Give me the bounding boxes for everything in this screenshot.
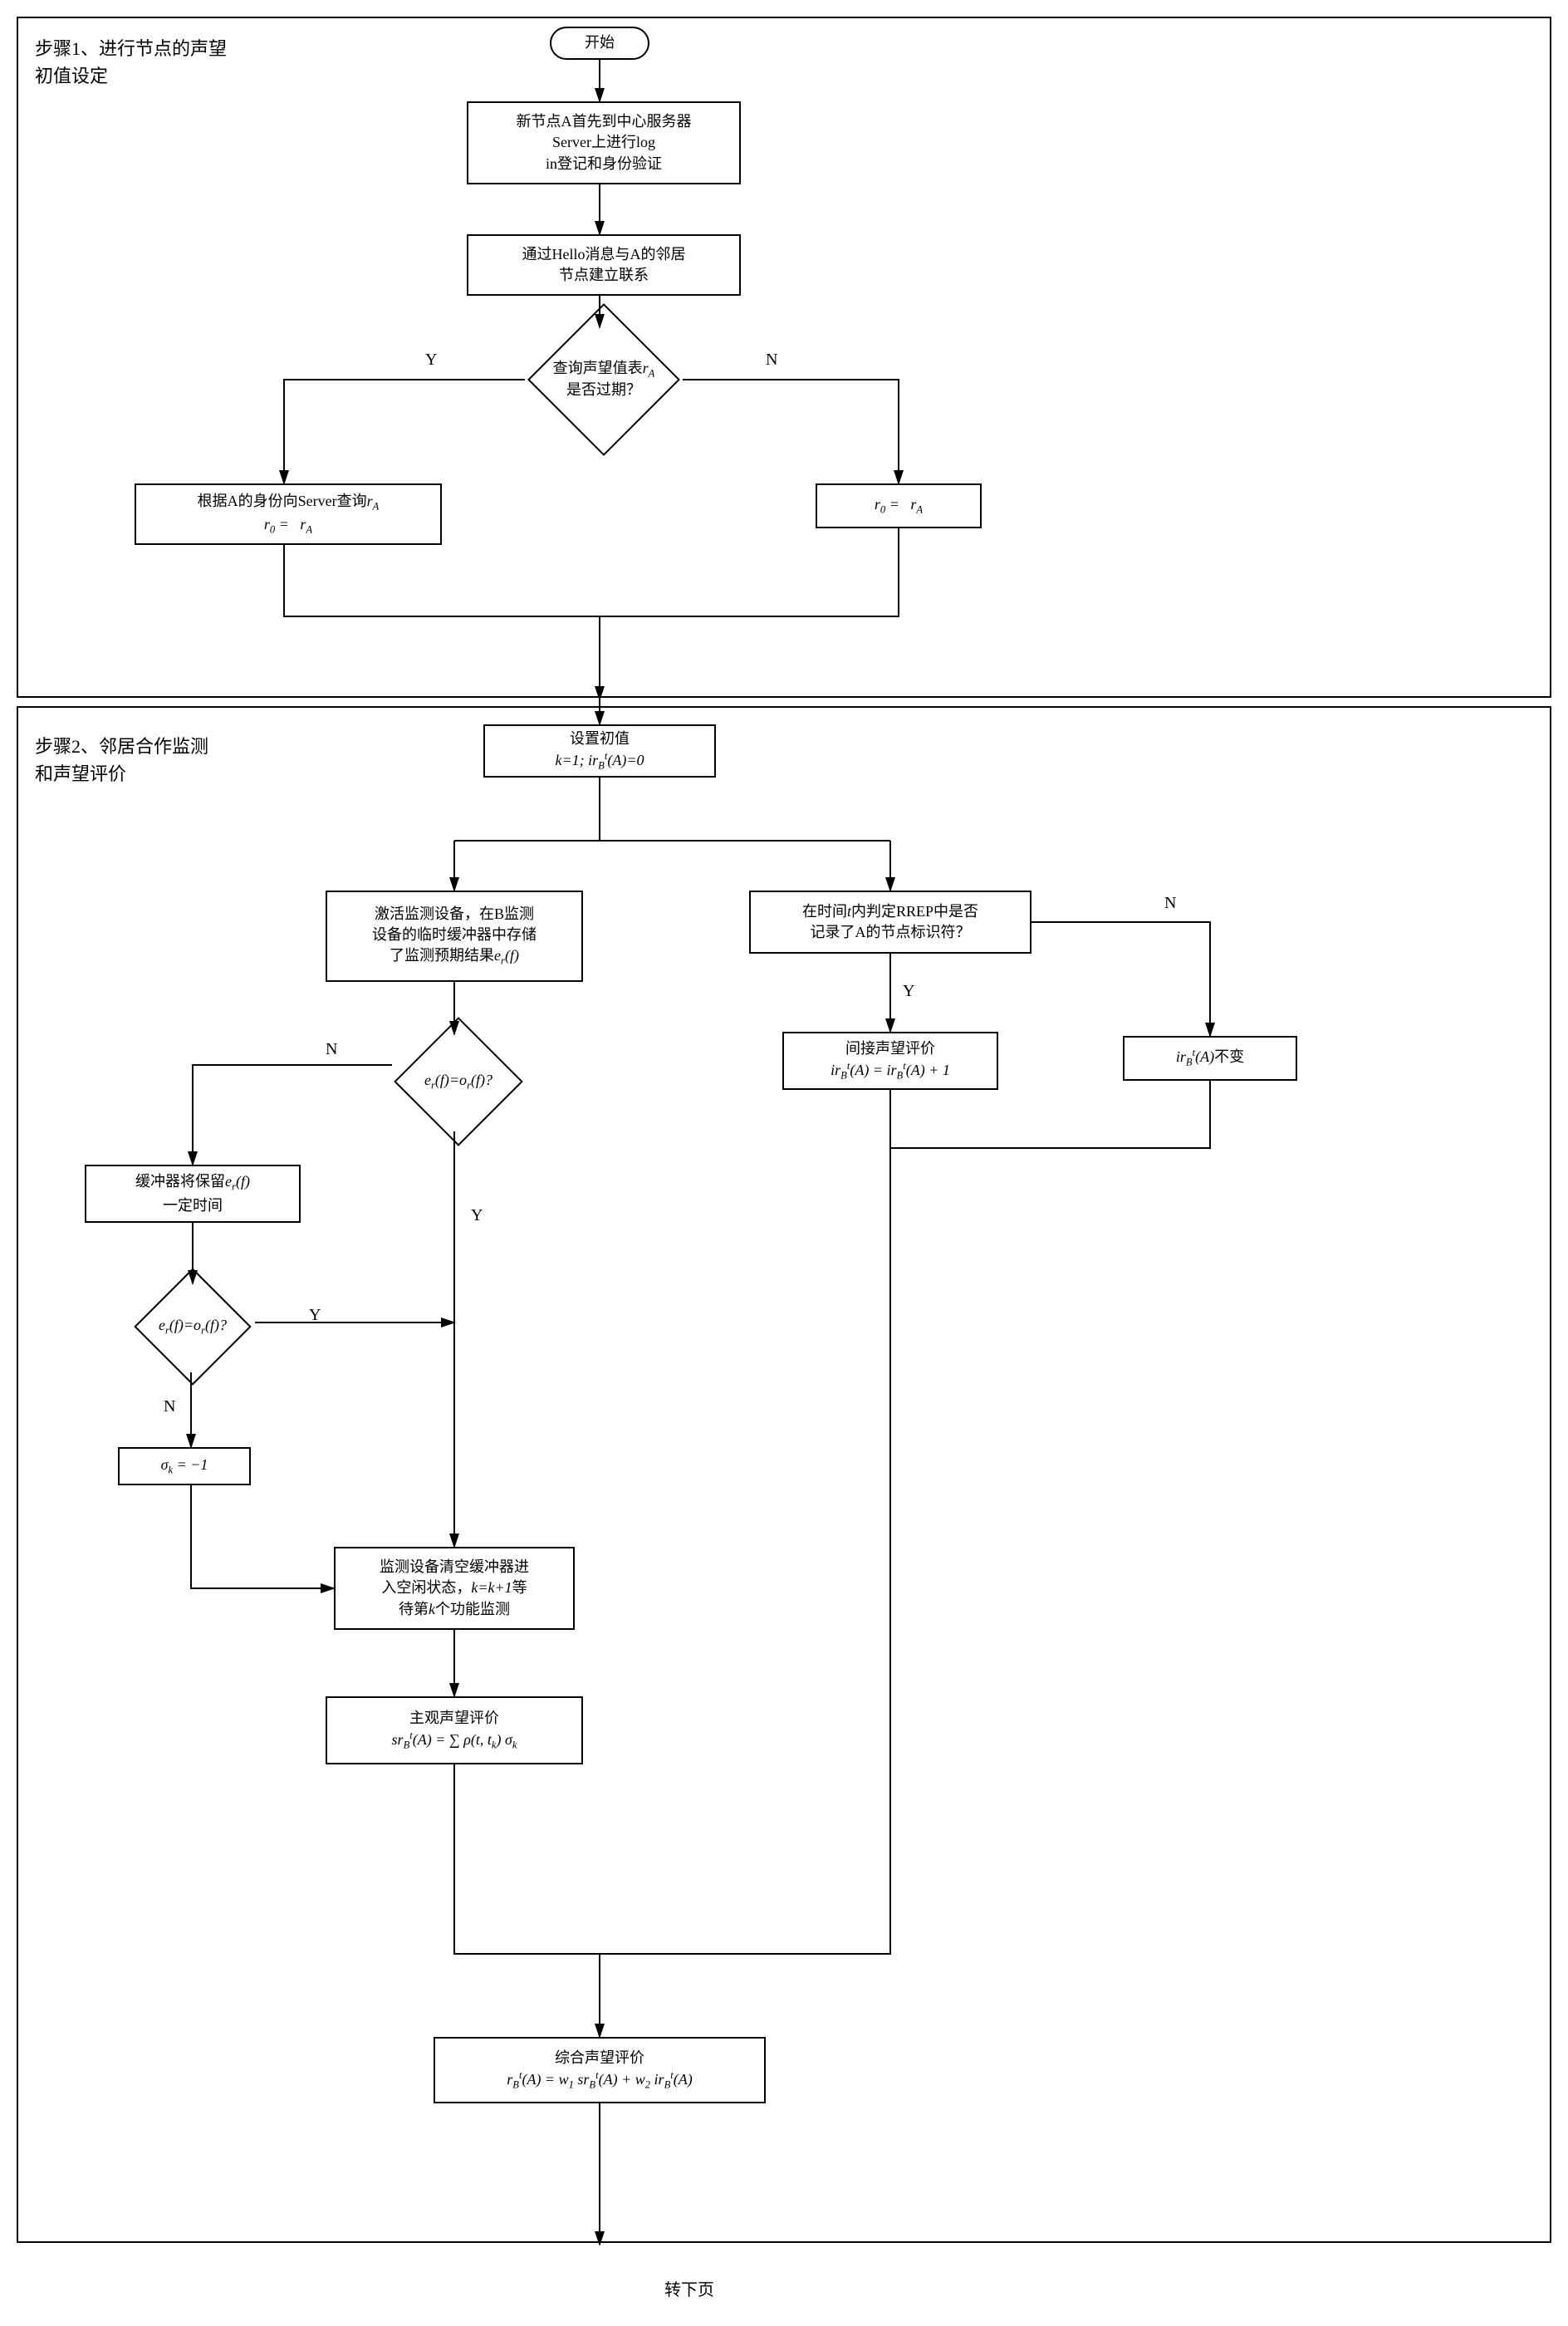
node-activate: 激活监测设备，在B监测 设备的临时缓冲器中存储 了监测预期结果er(f) <box>326 891 583 982</box>
node-clear-buffer: 监测设备清空缓冲器进 入空闲状态，k=k+1等 待第k个功能监测 <box>334 1547 575 1630</box>
step2-box: 步骤2、邻居合作监测 和声望评价 设置初值 k=1; irBt(A)=0 激活监… <box>17 706 1551 2243</box>
node-init: 设置初值 k=1; irBt(A)=0 <box>483 724 716 778</box>
node-unchanged: irBt(A)不变 <box>1123 1036 1297 1081</box>
footer-continue: 转下页 <box>664 2276 714 2300</box>
label-y-compare1: Y <box>471 1206 483 1225</box>
node-hello: 通过Hello消息与A的邻居 节点建立联系 <box>467 234 741 296</box>
node-sigma: σk = −1 <box>118 1447 251 1485</box>
label-n-compare1: N <box>326 1040 337 1059</box>
step1-title: 步骤1、进行节点的声望 初值设定 <box>35 35 227 90</box>
node-combined-eval: 综合声望评价 rBt(A) = w1 srBt(A) + w2 irBt(A) <box>434 2037 766 2103</box>
step2-title: 步骤2、邻居合作监测 和声望评价 <box>35 733 208 788</box>
node-rrep-check: 在时间t内判定RREP中是否 记录了A的节点标识符？ <box>749 891 1031 954</box>
label-y-rrep: Y <box>903 982 914 1001</box>
label-n-rrep: N <box>1164 894 1176 913</box>
node-login: 新节点A首先到中心服务器 Server上进行log in登记和身份验证 <box>467 101 741 184</box>
flowchart-container: 步骤1、进行节点的声望 初值设定 开始 新节点A首先到中心服务器 Server上… <box>17 17 1551 2243</box>
label-y-compare2: Y <box>309 1306 321 1325</box>
node-query-server: 根据A的身份向Server查询rA r0 = rA <box>135 483 442 545</box>
label-y-step1: Y <box>425 351 437 370</box>
step1-box: 步骤1、进行节点的声望 初值设定 开始 新节点A首先到中心服务器 Server上… <box>17 17 1551 698</box>
node-indirect-eval: 间接声望评价 irBt(A) = irBt(A) + 1 <box>782 1032 998 1090</box>
node-start: 开始 <box>550 27 649 60</box>
label-n-compare2: N <box>164 1397 175 1416</box>
node-subjective: 主观声望评价 srBt(A) = ∑ ρ(t, tk) σk <box>326 1696 583 1764</box>
node-assign-r0: r0 = rA <box>816 483 982 528</box>
node-keep-buffer: 缓冲器将保留er(f) 一定时间 <box>85 1165 301 1223</box>
label-n-step1: N <box>766 351 777 370</box>
